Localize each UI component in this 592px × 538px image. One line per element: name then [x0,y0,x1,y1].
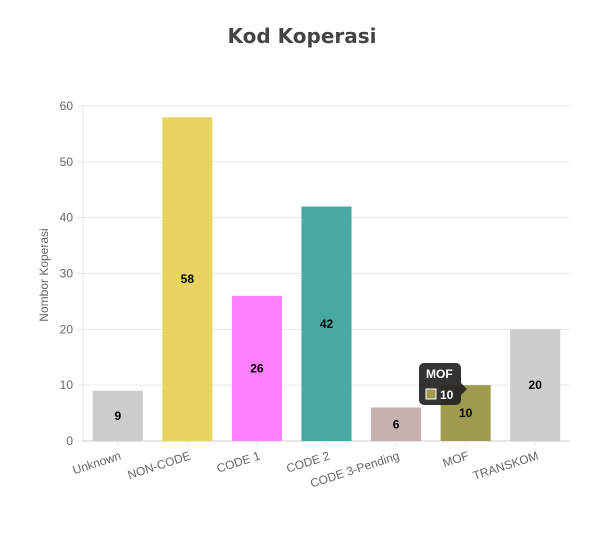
chart-title: Kod Koperasi [227,24,377,48]
y-tick-label: 40 [60,211,74,225]
x-tick-label: Unknown [71,449,123,478]
bar-code-3-pending[interactable] [371,407,422,442]
bar-unknown[interactable] [92,390,143,441]
y-tick-label: 60 [60,99,74,113]
data-label: 20 [529,378,543,392]
bar-transkom[interactable] [510,329,561,441]
data-label: 58 [181,272,195,286]
bar-code-2[interactable] [301,206,352,442]
y-axis-label: Nombor Koperasi [37,228,51,321]
x-tick-label: MOF [441,449,471,471]
tooltip-value: 10 [440,388,454,402]
x-tick-label: TRANSKOM [471,449,540,483]
y-axis-ticks: 0 10 20 30 40 50 60 [60,99,74,448]
bar-code-1[interactable] [231,295,282,441]
data-label: 6 [393,417,400,431]
x-tick-label: NON-CODE [126,449,192,483]
data-label: 9 [114,409,121,423]
data-label: 42 [320,317,334,331]
y-tick-label: 0 [66,434,73,448]
y-tick-label: 10 [60,378,74,392]
tooltip: MOF 10 [419,363,467,405]
bar-non-code[interactable] [162,117,213,442]
tooltip-color-swatch [425,388,437,400]
tooltip-title: MOF [426,367,453,381]
y-tick-label: 50 [60,155,74,169]
data-labels: 9 58 26 42 6 10 20 [114,272,542,431]
bars [92,117,561,442]
x-tick-label: CODE 1 [215,448,262,475]
y-tick-label: 20 [60,322,74,336]
data-label: 10 [459,406,473,420]
data-label: 26 [250,361,264,375]
y-tick-label: 30 [60,267,74,281]
